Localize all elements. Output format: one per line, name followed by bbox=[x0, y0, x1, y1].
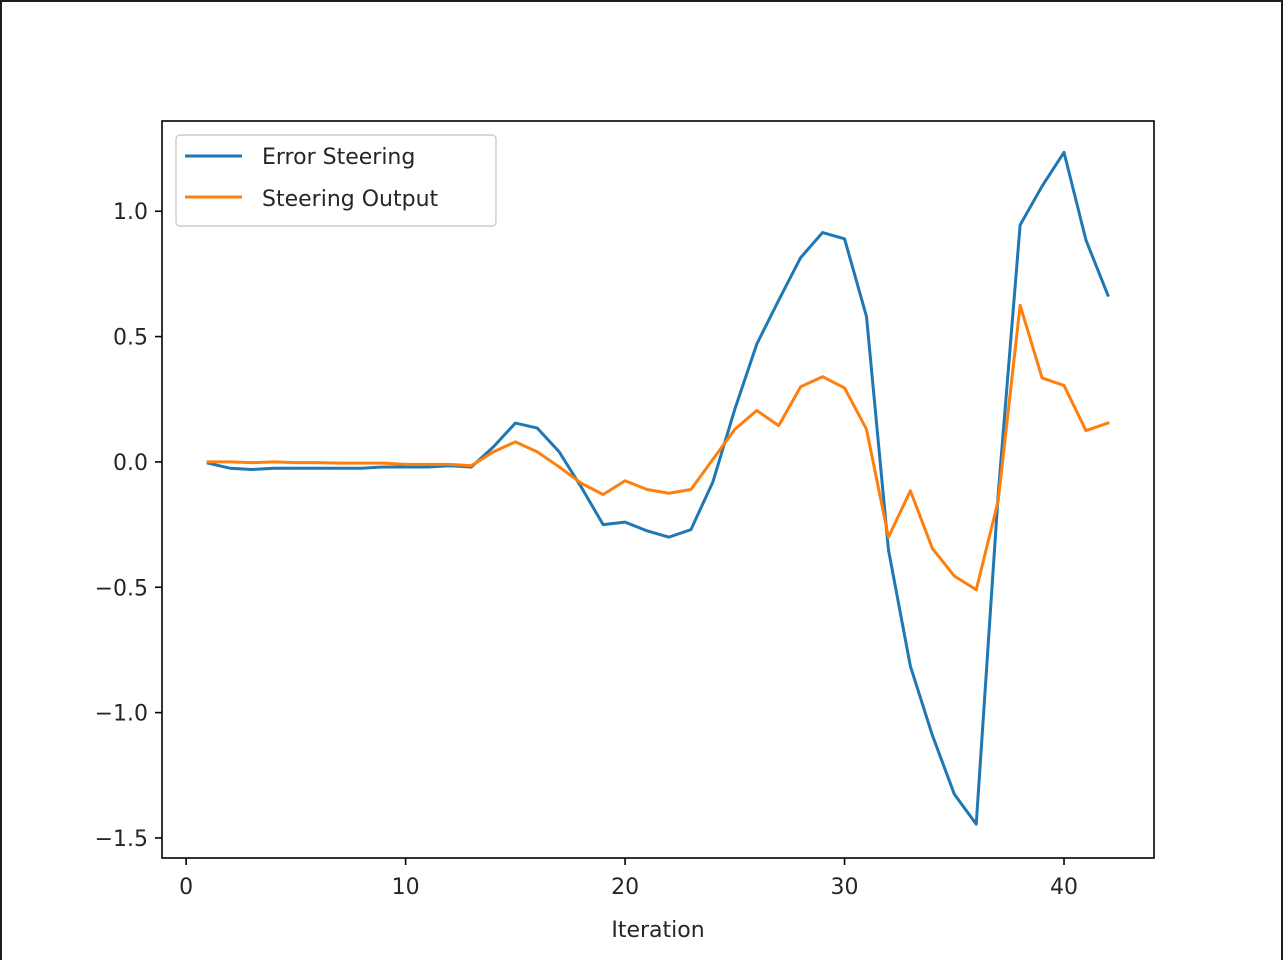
series-line-steering-output bbox=[206, 303, 1110, 592]
y-tick-label: −1.0 bbox=[95, 702, 148, 727]
x-axis-label: Iteration bbox=[611, 918, 704, 943]
y-axis: −1.5 −1.0 −0.5 0.0 0.5 1.0 bbox=[95, 200, 162, 852]
x-tick-label: 0 bbox=[179, 875, 193, 900]
series-line-error-steering bbox=[206, 150, 1110, 826]
legend-label-steering-output: Steering Output bbox=[262, 187, 439, 212]
x-tick-label: 40 bbox=[1050, 875, 1078, 900]
x-tick-label: 20 bbox=[611, 875, 639, 900]
x-tick-label: 10 bbox=[392, 875, 420, 900]
plot-lines bbox=[206, 150, 1110, 826]
y-tick-label: −0.5 bbox=[95, 576, 148, 601]
y-tick-label: 0.5 bbox=[113, 326, 148, 351]
y-tick-label: −1.5 bbox=[95, 827, 148, 852]
x-tick-label: 30 bbox=[831, 875, 859, 900]
y-tick-label: 0.0 bbox=[113, 451, 148, 476]
legend-label-error-steering: Error Steering bbox=[262, 145, 415, 170]
axes-frame bbox=[161, 120, 1155, 859]
legend: Error Steering Steering Output bbox=[175, 134, 497, 227]
x-axis: 0 10 20 30 40 bbox=[179, 858, 1078, 900]
y-tick-label: 1.0 bbox=[113, 200, 148, 225]
legend-box bbox=[175, 134, 497, 227]
